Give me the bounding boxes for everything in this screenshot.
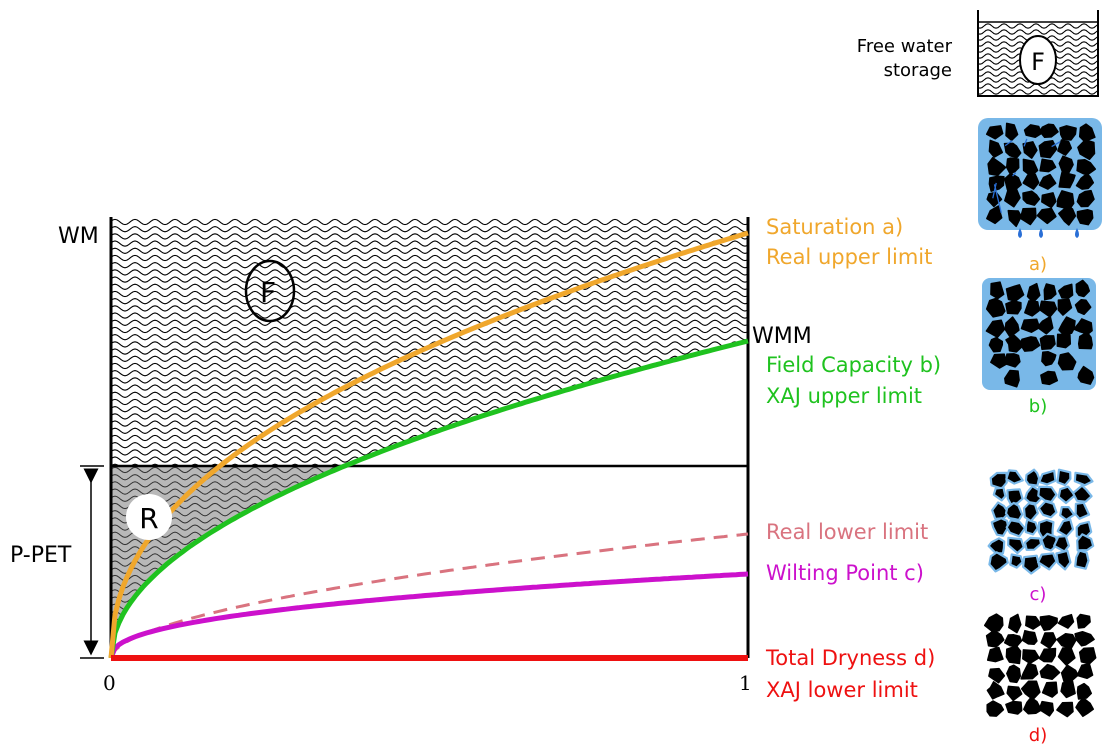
free-water-storage-box: F [977,10,1099,97]
soil-state-b-label: b) [1029,396,1047,417]
soil-state-a-label: a) [1029,254,1047,275]
free-water-symbol: F [260,276,276,309]
free-water-storage-label-line2: storage [884,60,952,81]
saturation-label: Saturation a) [766,215,903,239]
soil-state-total-dryness [983,613,1097,718]
total-dryness-label: Total Dryness d) [765,646,935,670]
real-lower-limit-curve [109,532,749,659]
free-water-storage-label-line1: Free water [857,36,953,57]
wm-label: WM [58,224,99,249]
runoff-symbol: R [139,502,158,535]
runoff-symbol-circle [126,494,172,540]
soil-state-c-label: c) [1030,584,1047,605]
p-pet-label: P-PET [10,543,72,568]
soil-state-d-label: d) [1029,725,1047,746]
xaj-upper-limit-label: XAJ upper limit [766,384,922,408]
saturation-curve [108,230,749,659]
free-water-symbol-circle [244,259,296,323]
soil-state-field-capacity [982,278,1096,390]
real-lower-limit-label: Real lower limit [766,520,928,544]
field-capacity-label: Field Capacity b) [766,353,941,377]
wilting-point-curve [108,571,749,659]
field-capacity-curve [108,338,749,659]
x-axis-start-label: 0 [103,671,116,695]
real-upper-limit-label: Real upper limit [766,245,932,269]
wmm-label: WMM [752,324,812,349]
soil-state-saturated [978,118,1102,238]
xaj-lower-limit-label: XAJ lower limit [766,678,918,702]
x-axis-end-label: 1 [739,671,752,695]
soil-state-wilting-point [987,468,1095,575]
free-water-storage-symbol: F [1031,48,1045,76]
wilting-point-label: Wilting Point c) [766,561,924,585]
